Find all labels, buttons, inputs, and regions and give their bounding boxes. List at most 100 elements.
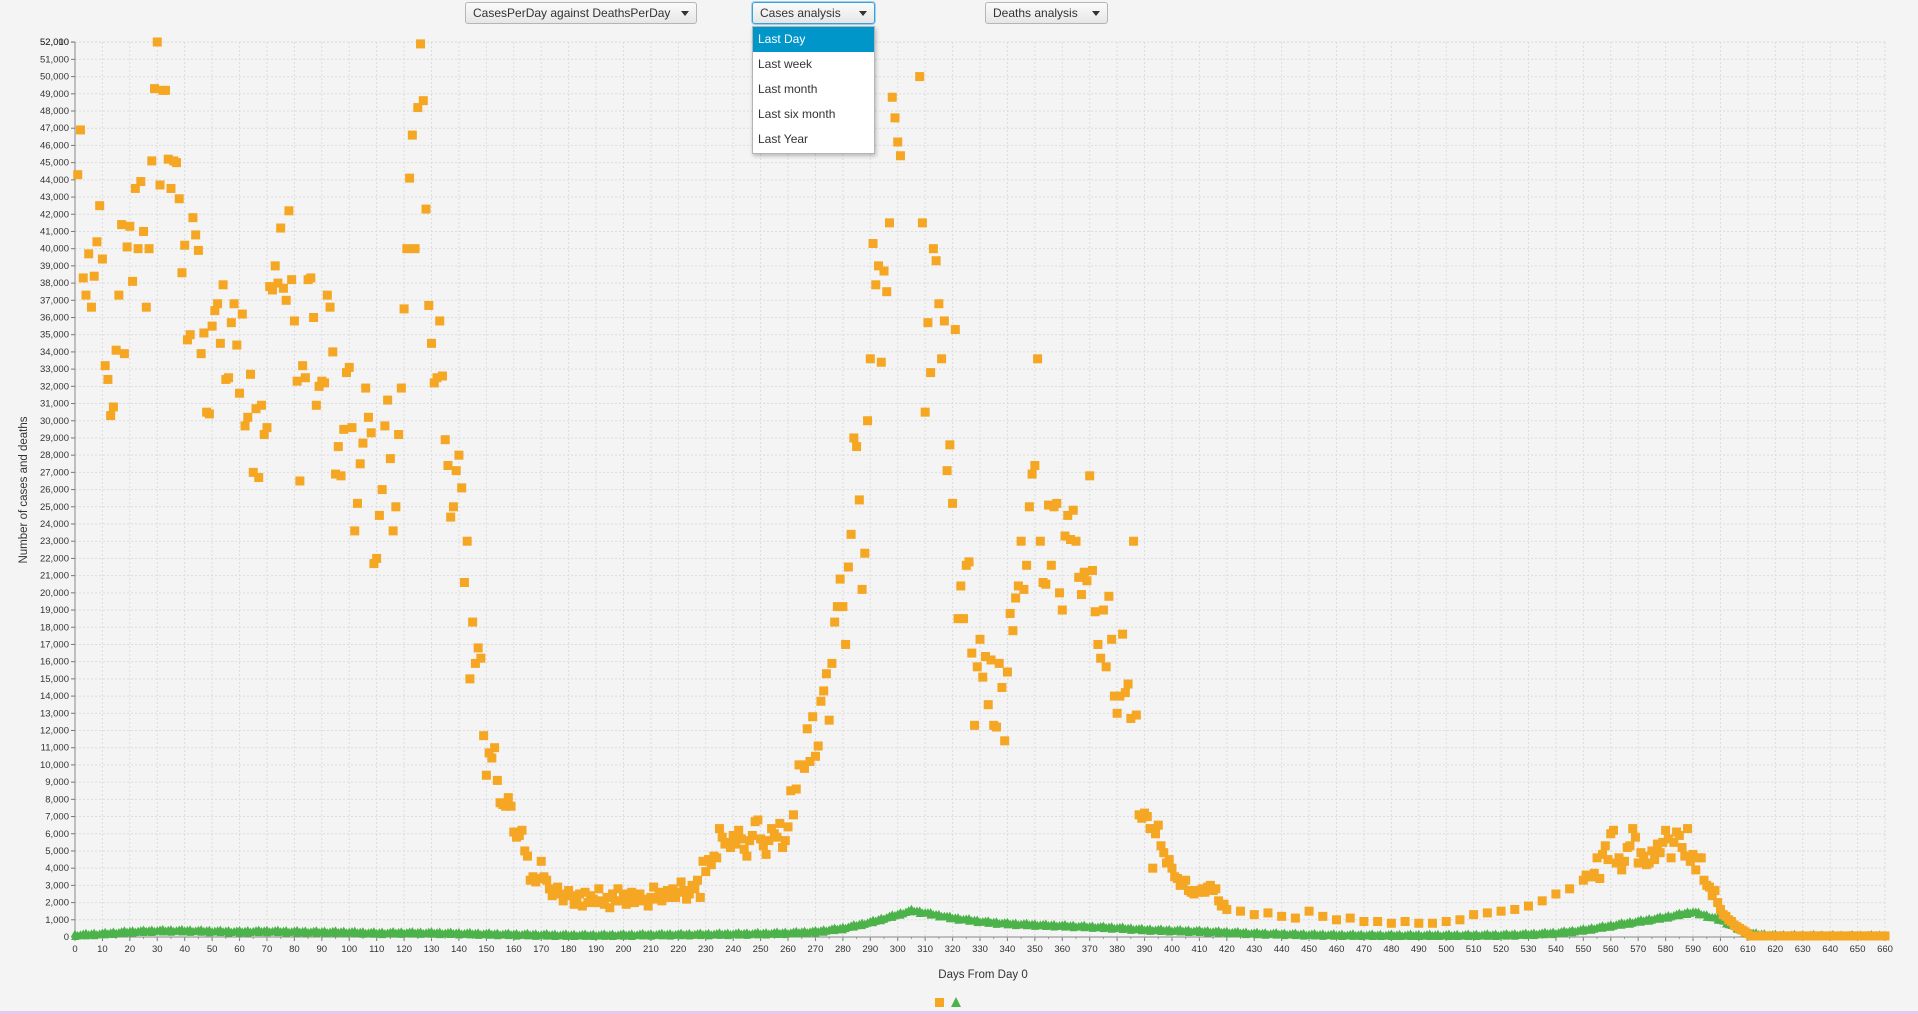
y-tick-label: 35,000: [40, 330, 69, 341]
cases-point: [1565, 884, 1575, 894]
cases-point: [331, 469, 341, 479]
y-tick-label: 45,000: [40, 158, 69, 169]
y-tick-label: 44,000: [40, 175, 69, 186]
cases-point: [852, 442, 862, 452]
cases-point: [1214, 896, 1224, 906]
cases-point: [224, 373, 234, 383]
cases-point: [616, 896, 626, 906]
chart-type-combo[interactable]: CasesPerDay against DeathsPerDay: [465, 2, 697, 24]
cases-point: [182, 335, 192, 345]
window-bottom-edge: [0, 1011, 1918, 1014]
cases-point: [778, 843, 788, 853]
cases-point: [566, 891, 576, 901]
x-tick-label: 210: [643, 944, 659, 955]
cases-point: [1647, 846, 1657, 856]
cases-point: [281, 295, 291, 305]
cases-point: [1713, 898, 1723, 908]
cases-point: [1696, 853, 1706, 863]
dropdown-option-last-year[interactable]: Last Year: [758, 132, 809, 146]
cases-point: [1710, 886, 1720, 896]
cases-point: [786, 786, 796, 796]
dropdown-option-last-six-month[interactable]: Last six month: [758, 107, 836, 121]
cases-point: [959, 614, 969, 624]
dropdown-option-last-month[interactable]: Last month: [758, 82, 818, 96]
cases-point: [1373, 917, 1383, 927]
cases-analysis-combo[interactable]: Cases analysis: [752, 2, 875, 24]
cases-point: [1016, 536, 1026, 546]
cases-point: [646, 892, 656, 902]
deaths-analysis-combo[interactable]: Deaths analysis: [985, 2, 1108, 24]
x-tick-label: 0: [72, 944, 77, 955]
cases-point: [983, 700, 993, 710]
cases-point: [731, 839, 741, 849]
dropdown-option-last-day[interactable]: Last Day: [753, 27, 874, 52]
y-tick-label: 37,000: [40, 295, 69, 306]
cases-point: [503, 793, 513, 803]
cases-point: [1022, 560, 1032, 570]
cases-point: [410, 244, 420, 254]
cases-point: [827, 658, 837, 668]
cases-point: [490, 743, 500, 753]
cases-point: [174, 194, 184, 204]
cases-point: [1093, 639, 1103, 649]
cases-point: [756, 834, 766, 844]
cases-point: [465, 674, 475, 684]
cases-point: [1290, 913, 1300, 923]
cases-point: [885, 218, 894, 228]
cases-point: [937, 354, 947, 364]
cases-point: [278, 283, 288, 293]
cases-point: [843, 562, 853, 572]
cases-point: [1683, 824, 1693, 834]
cases-point: [939, 316, 949, 326]
cases-point: [284, 206, 294, 216]
cases-point: [860, 548, 870, 558]
x-tick-label: 220: [670, 944, 686, 955]
cases-point: [580, 887, 590, 897]
cases-point: [429, 378, 439, 388]
cases-point: [289, 316, 299, 326]
cases-point: [599, 899, 609, 909]
cases-point: [435, 316, 445, 326]
chart-legend: [935, 997, 961, 1007]
x-tick-label: 100: [341, 944, 357, 955]
y-tick-label: 30,000: [40, 416, 69, 427]
cases-point: [369, 559, 379, 569]
cases-point: [215, 338, 225, 348]
y-tick-label: 31,000: [40, 399, 69, 410]
cases-point: [276, 223, 286, 233]
cases-point: [454, 450, 464, 460]
cases-point: [468, 617, 478, 627]
cases-point: [775, 818, 785, 828]
cases-point: [462, 536, 472, 546]
cases-point: [1011, 593, 1021, 603]
cases-point: [978, 672, 988, 682]
cases-point: [259, 430, 269, 440]
cases-point: [199, 328, 209, 338]
y-tick-label: 38,000: [40, 278, 69, 289]
cases-point: [1019, 584, 1029, 594]
cases-point: [237, 309, 247, 319]
cases-point: [876, 357, 886, 367]
cases-point: [1249, 910, 1259, 920]
cases-point: [651, 894, 661, 904]
cases-point: [643, 901, 653, 911]
cases-point: [1663, 834, 1673, 844]
cases-point: [300, 373, 310, 383]
x-tick-label: 170: [533, 944, 549, 955]
dropdown-option-last-week[interactable]: Last week: [758, 57, 813, 71]
x-tick-label: 420: [1219, 944, 1235, 955]
cases-point: [868, 239, 878, 249]
cases-point: [95, 201, 105, 211]
x-tick-label: 500: [1438, 944, 1454, 955]
cases-point: [416, 39, 426, 49]
cases-point: [1120, 688, 1130, 698]
cases-point: [1085, 471, 1095, 481]
cases-point: [144, 244, 154, 254]
cases-point: [1112, 708, 1122, 718]
cases-point: [380, 421, 390, 431]
x-tick-label: 580: [1658, 944, 1674, 955]
cases-point: [342, 368, 351, 378]
y-tick-label: 13,000: [40, 708, 69, 719]
cases-point: [863, 416, 873, 426]
chart-type-combo-label: CasesPerDay against DeathsPerDay: [473, 6, 671, 20]
